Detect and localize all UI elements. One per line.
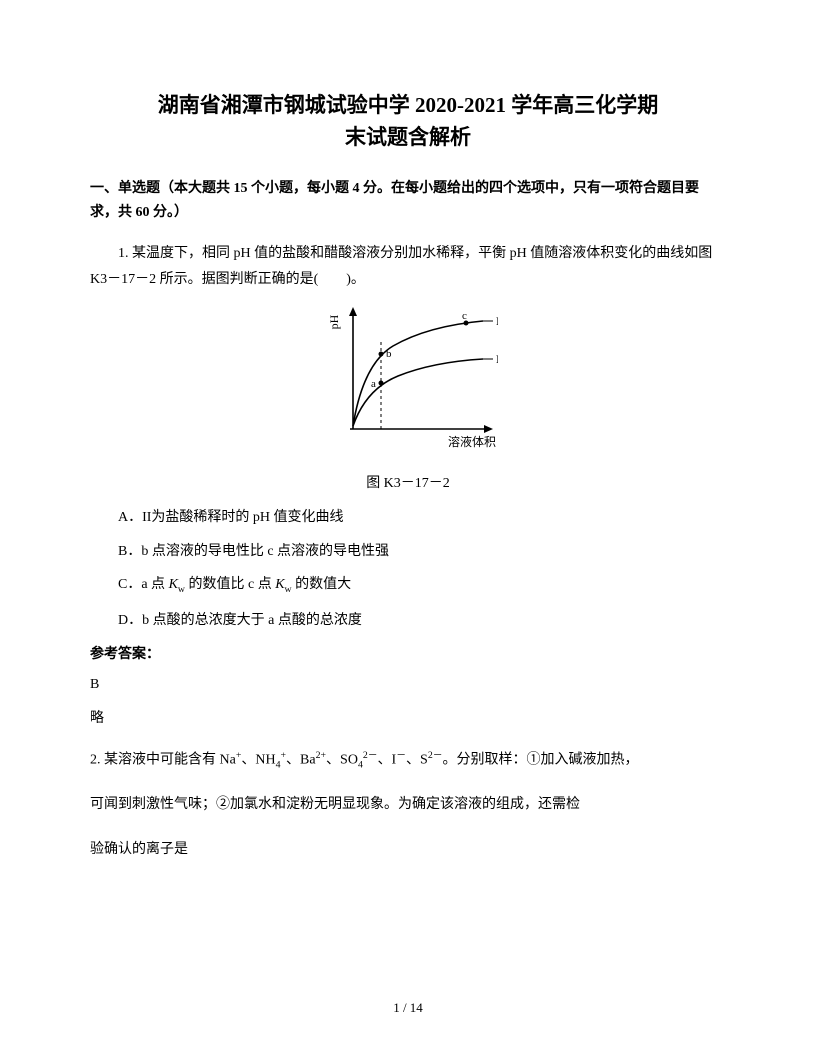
svg-text:I: I: [496, 314, 498, 328]
question-1-text: 1. 某温度下，相同 pH 值的盐酸和醋酸溶液分别加水稀释，平衡 pH 值随溶液…: [90, 241, 726, 294]
option-b: B．b 点溶液的导电性比 c 点溶液的导电性强: [90, 540, 726, 564]
section-header: 一、单选题（本大题共 15 个小题，每小题 4 分。在每小题给出的四个选项中，只…: [90, 177, 726, 225]
chart-caption: 图 K3－17－2: [90, 472, 726, 492]
page-number: 1 / 14: [0, 1000, 816, 1016]
svg-text:a: a: [371, 378, 376, 390]
option-a: A．II为盐酸稀释时的 pH 值变化曲线: [90, 506, 726, 530]
answer-header: 参考答案：: [90, 643, 726, 663]
svg-text:c: c: [462, 310, 467, 322]
option-c: C．a 点 Kw 的数值比 c 点 Kw 的数值大: [90, 573, 726, 598]
svg-text:b: b: [386, 348, 392, 360]
title-line-1: 湖南省湘潭市钢城试验中学 2020-2021 学年高三化学期: [158, 93, 659, 117]
answer-value: B: [90, 677, 726, 693]
svg-text:溶液体积: 溶液体积: [448, 434, 496, 449]
question-2-line-1: 2. 某溶液中可能含有 Na+、NH4+、Ba2+、SO42－、I－、S2－。分…: [90, 745, 726, 776]
title-line-2: 末试题含解析: [345, 125, 471, 149]
chart-container: pH溶液体积abcIII: [90, 304, 726, 464]
ph-curve-chart: pH溶液体积abcIII: [318, 304, 498, 459]
question-2-line-3: 验确认的离子是: [90, 835, 726, 866]
document-title: 湖南省湘潭市钢城试验中学 2020-2021 学年高三化学期 末试题含解析: [90, 90, 726, 153]
question-2-line-2: 可闻到刺激性气味；②加氯水和淀粉无明显现象。为确定该溶液的组成，还需检: [90, 790, 726, 821]
answer-brief: 略: [90, 707, 726, 727]
svg-text:pH: pH: [327, 314, 341, 329]
option-d: D．b 点酸的总浓度大于 a 点酸的总浓度: [90, 609, 726, 633]
svg-text:II: II: [496, 352, 498, 366]
